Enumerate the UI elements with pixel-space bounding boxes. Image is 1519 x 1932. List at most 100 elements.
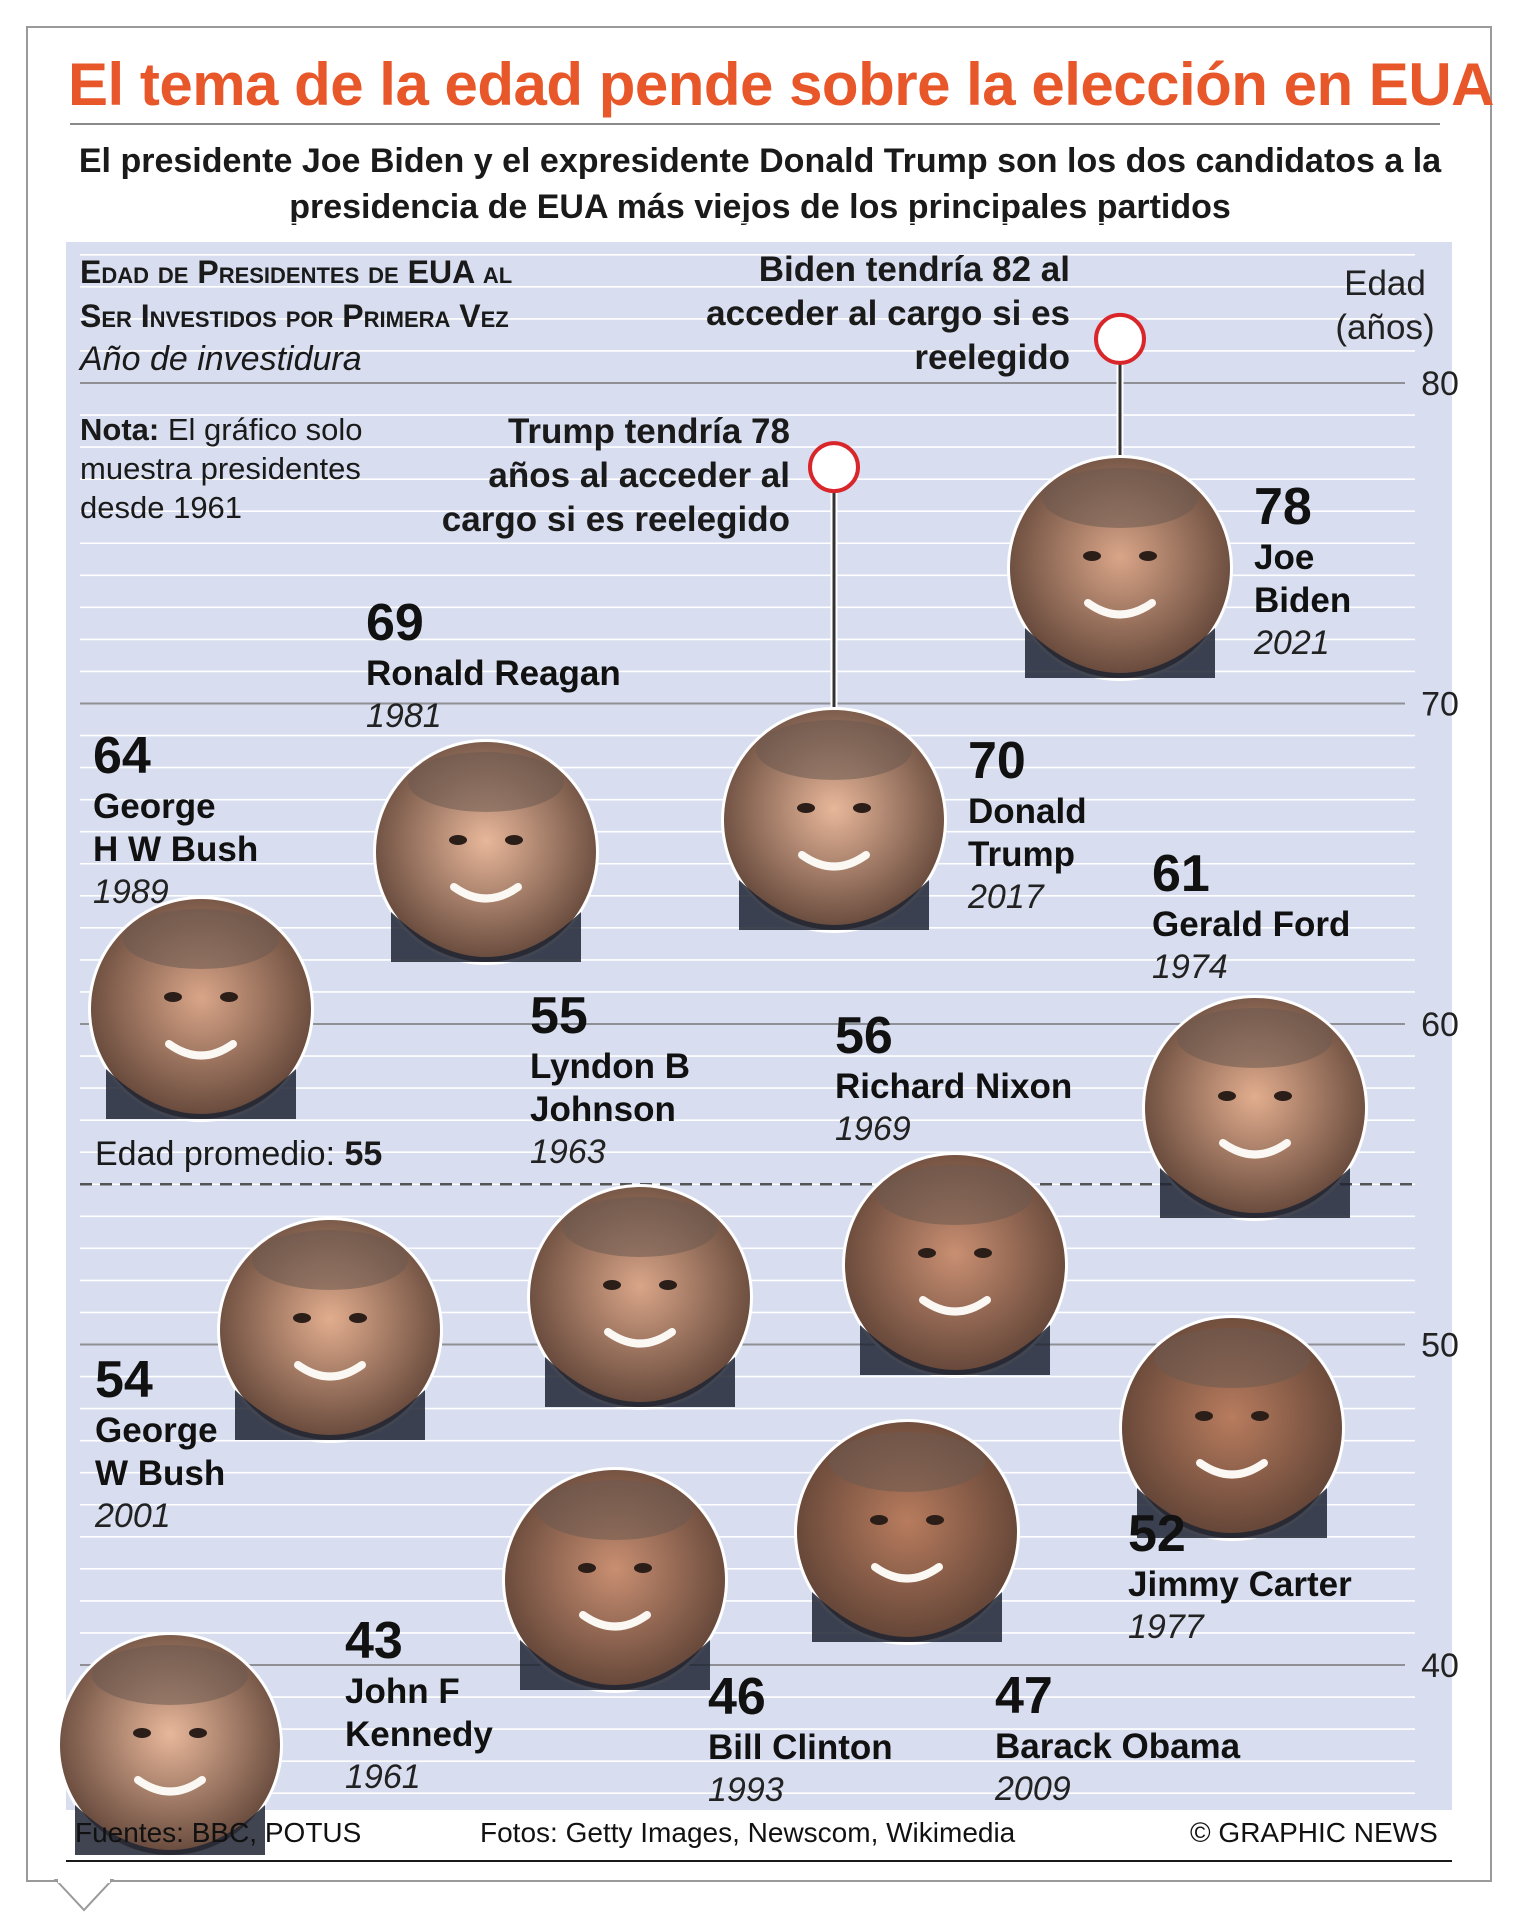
photo-eye (349, 1313, 367, 1323)
president-label: 46 Bill Clinton 1993 (708, 1668, 893, 1812)
photo-eye (189, 1728, 207, 1738)
president-label: 70 Donald Trump 2017 (968, 732, 1087, 919)
biden-photo (1007, 455, 1233, 681)
photo-eye (634, 1563, 652, 1573)
photo-eye (797, 803, 815, 813)
president-name: Barack Obama (995, 1727, 1241, 1766)
photo-smile (450, 883, 522, 903)
photo-suit (812, 1592, 1002, 1642)
johnson-photo (527, 1184, 753, 1410)
photo-eye (1251, 1411, 1269, 1421)
inauguration-year: 2001 (95, 1497, 171, 1535)
photo-eye (1139, 551, 1157, 561)
photo-smile (134, 1776, 206, 1796)
photo-smile (1196, 1459, 1268, 1479)
panel-subtitle: Año de investidura (80, 340, 362, 378)
photo-eye (659, 1280, 677, 1290)
photo-eye (870, 1515, 888, 1525)
president-label: 56 Richard Nixon 1969 (835, 1007, 1072, 1151)
projection-marker (1094, 312, 1146, 365)
president-label: 43 John F Kennedy 1961 (345, 1612, 493, 1799)
note-label: Nota: (80, 412, 160, 447)
inauguration-year: 1974 (1152, 948, 1228, 986)
biden-callout: Biden tendría 82 al acceder al cargo si … (706, 250, 1070, 377)
footer-sources: Fuentes: BBC, POTUS (75, 1817, 362, 1848)
y-tick-label: 70 (1421, 686, 1459, 724)
subtitle: El presidente Joe Biden y el expresident… (78, 142, 1442, 226)
average-value: 55 (344, 1135, 383, 1173)
president-name: Joe Biden (1254, 538, 1352, 620)
photo-hair (877, 1165, 1033, 1225)
photo-eye (926, 1515, 944, 1525)
photo-suit (520, 1640, 710, 1690)
note-text: El gráfico solo muestra presidentes desd… (80, 412, 363, 525)
photo-smile (1219, 1139, 1291, 1159)
photo-suit (1025, 628, 1215, 678)
photo-eye (1195, 1411, 1213, 1421)
photo-eye (505, 835, 523, 845)
trump-photo (721, 707, 947, 933)
age-value: 69 (366, 594, 424, 652)
president-name: George W Bush (95, 1411, 226, 1493)
age-value: 64 (93, 727, 151, 785)
photo-suit (545, 1357, 735, 1407)
age-value: 61 (1152, 845, 1210, 903)
inauguration-year: 1981 (366, 697, 442, 735)
photo-smile (871, 1563, 943, 1583)
photo-smile (165, 1040, 237, 1060)
y-axis-title: Edad (años) (1335, 264, 1435, 347)
reagan-photo (373, 739, 599, 965)
photo-suit (391, 912, 581, 962)
y-tick-label: 50 (1421, 1327, 1459, 1365)
photo-eye (293, 1313, 311, 1323)
age-value: 55 (530, 987, 588, 1045)
ford-photo (1142, 995, 1368, 1221)
inauguration-year: 2021 (1254, 624, 1330, 662)
age-value: 46 (708, 1668, 766, 1726)
footer-credit: © GRAPHIC NEWS (1190, 1817, 1438, 1848)
photo-eye (449, 835, 467, 845)
photo-suit (75, 1805, 265, 1855)
photo-eye (853, 803, 871, 813)
inauguration-year: 1963 (530, 1133, 606, 1171)
president-name: Richard Nixon (835, 1067, 1073, 1106)
y-tick-label: 80 (1421, 365, 1459, 403)
carter-photo (1119, 1315, 1345, 1541)
photo-hair (537, 1480, 693, 1540)
president-label: 54 George W Bush 2001 (95, 1351, 225, 1538)
photo-hair (756, 720, 912, 780)
photo-suit (860, 1325, 1050, 1375)
president-name: Donald Trump (968, 792, 1087, 874)
president-name: Ronald Reagan (366, 654, 621, 693)
president-label: 61 Gerald Ford 1974 (1152, 845, 1350, 989)
president-label: 52 Jimmy Carter 1977 (1128, 1505, 1352, 1649)
photo-smile (919, 1296, 991, 1316)
photo-eye (974, 1248, 992, 1258)
inauguration-year: 1977 (1128, 1608, 1204, 1646)
clinton-photo (502, 1467, 728, 1693)
inauguration-year: 1993 (708, 1771, 784, 1809)
age-value: 47 (995, 1667, 1053, 1725)
photo-hair (562, 1197, 718, 1257)
photo-suit (235, 1390, 425, 1440)
photo-smile (1084, 599, 1156, 619)
president-label: 69 Ronald Reagan 1981 (366, 594, 621, 738)
president-label: 78 Joe Biden 2021 (1254, 478, 1351, 665)
photo-smile (798, 851, 870, 871)
y-tick-label: 60 (1421, 1006, 1459, 1044)
main-title: El tema de la edad pende sobre la elecci… (68, 51, 1495, 118)
photo-suit (739, 880, 929, 930)
inauguration-year: 2009 (995, 1770, 1071, 1808)
photo-hair (92, 1645, 248, 1705)
photo-hair (252, 1230, 408, 1290)
photo-eye (918, 1248, 936, 1258)
average-label: Edad promedio: 55 (95, 1135, 382, 1174)
photo-hair (829, 1432, 985, 1492)
hw-bush-photo (88, 896, 314, 1122)
photo-eye (1274, 1091, 1292, 1101)
footer-divider (66, 1860, 1452, 1862)
photo-hair (1042, 468, 1198, 528)
inauguration-year: 1969 (835, 1110, 911, 1148)
projection-marker (808, 441, 860, 494)
